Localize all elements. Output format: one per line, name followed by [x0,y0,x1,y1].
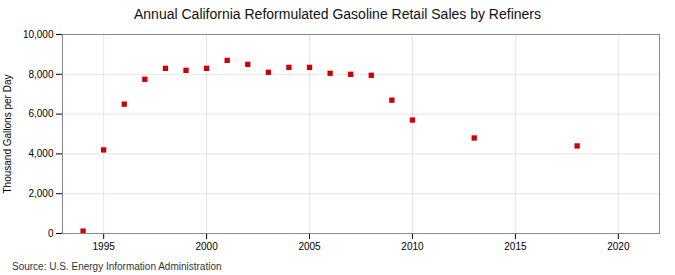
svg-text:2005: 2005 [298,241,321,252]
svg-text:2010: 2010 [401,241,424,252]
svg-text:1995: 1995 [93,241,116,252]
svg-text:10,000: 10,000 [23,29,54,40]
svg-text:2015: 2015 [504,241,527,252]
svg-text:2000: 2000 [195,241,218,252]
svg-text:2,000: 2,000 [28,188,53,199]
svg-text:4,000: 4,000 [28,148,53,159]
html-text:Annual California Reformulated: Annual California Reformulated Gasoline … [134,6,541,22]
svg-text:8,000: 8,000 [28,69,53,80]
svg-text:6,000: 6,000 [28,108,53,119]
svg-text:2020: 2020 [607,241,630,252]
svg-text:0: 0 [48,228,54,239]
svg-text:Thousand Gallons per Day: Thousand Gallons per Day [2,75,13,194]
html-text:Source: U.S. Energy Informatio: Source: U.S. Energy Information Administ… [12,261,222,272]
